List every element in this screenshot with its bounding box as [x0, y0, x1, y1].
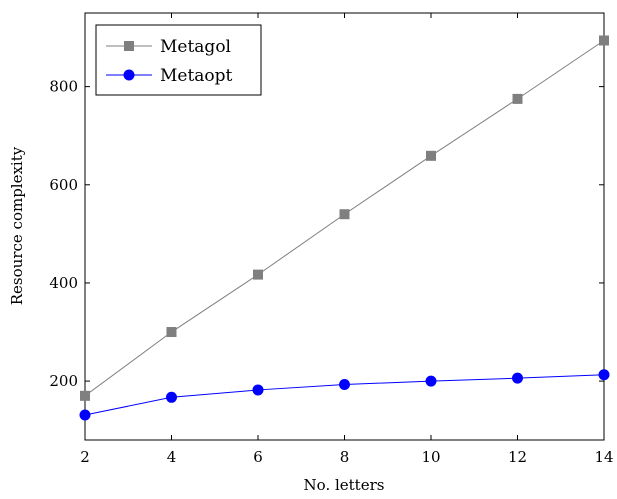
x-axis-label: No. letters: [304, 476, 385, 494]
data-point-metagol: [80, 390, 90, 401]
y-tick-label: 400: [49, 274, 78, 292]
y-tick-label: 800: [49, 78, 78, 96]
data-point-metaopt: [79, 409, 91, 421]
x-tick-label: 12: [508, 448, 527, 466]
y-axis-label: Resource complexity: [8, 146, 26, 305]
data-point-metagol: [253, 269, 263, 280]
legend-marker-metaopt: [123, 69, 135, 81]
x-tick-label: 8: [340, 448, 350, 466]
y-axis-ticks: 200 400 600 800: [49, 78, 604, 390]
data-point-metagol: [166, 327, 177, 338]
legend-label-metaopt: Metaopt: [160, 66, 233, 86]
data-point-metaopt: [598, 369, 610, 381]
x-tick-label: 10: [421, 448, 440, 466]
x-tick-label: 4: [167, 448, 177, 466]
legend-label-metagol: Metagol: [160, 37, 231, 57]
data-point-metagol: [599, 35, 609, 46]
data-point-metaopt: [166, 391, 177, 403]
data-point-metaopt: [425, 375, 437, 387]
legend-marker-metagol: [124, 41, 134, 51]
y-tick-label: 600: [49, 176, 78, 194]
y-tick-label: 200: [49, 372, 78, 390]
legend-box: [95, 24, 262, 96]
data-point-metagol: [426, 150, 436, 161]
data-point-metagol: [339, 209, 350, 220]
x-tick-label: 14: [594, 448, 613, 466]
data-point-metaopt: [512, 372, 523, 384]
x-axis-ticks: 2 4 6 8 10 12 14: [80, 13, 614, 466]
data-point-metaopt: [339, 379, 350, 391]
data-point-metaopt: [252, 384, 264, 396]
legend: Metagol Metaopt: [95, 24, 262, 96]
data-point-metagol: [512, 93, 523, 104]
series-layer: [79, 35, 610, 421]
x-tick-label: 6: [253, 448, 263, 466]
x-tick-label: 2: [80, 448, 90, 466]
